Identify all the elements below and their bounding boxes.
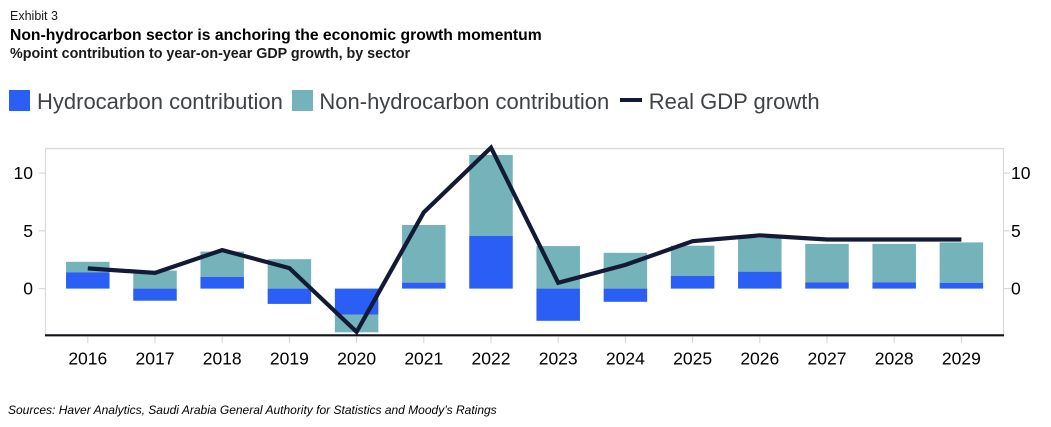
svg-text:2016: 2016 [68, 349, 107, 369]
svg-text:2022: 2022 [472, 349, 511, 369]
svg-text:0: 0 [1011, 279, 1021, 299]
svg-text:2029: 2029 [942, 349, 981, 369]
svg-text:2028: 2028 [875, 349, 914, 369]
svg-text:2024: 2024 [606, 349, 645, 369]
svg-text:2025: 2025 [673, 349, 712, 369]
svg-text:2026: 2026 [740, 349, 779, 369]
svg-text:2023: 2023 [539, 349, 578, 369]
svg-text:5: 5 [1011, 221, 1021, 241]
svg-text:2020: 2020 [337, 349, 376, 369]
svg-text:2017: 2017 [136, 349, 175, 369]
svg-text:0: 0 [23, 279, 33, 299]
svg-text:2021: 2021 [404, 349, 443, 369]
svg-text:10: 10 [1011, 163, 1031, 183]
svg-text:5: 5 [23, 221, 33, 241]
svg-text:2018: 2018 [203, 349, 242, 369]
svg-text:10: 10 [14, 163, 34, 183]
svg-text:2027: 2027 [808, 349, 847, 369]
svg-text:2019: 2019 [270, 349, 309, 369]
